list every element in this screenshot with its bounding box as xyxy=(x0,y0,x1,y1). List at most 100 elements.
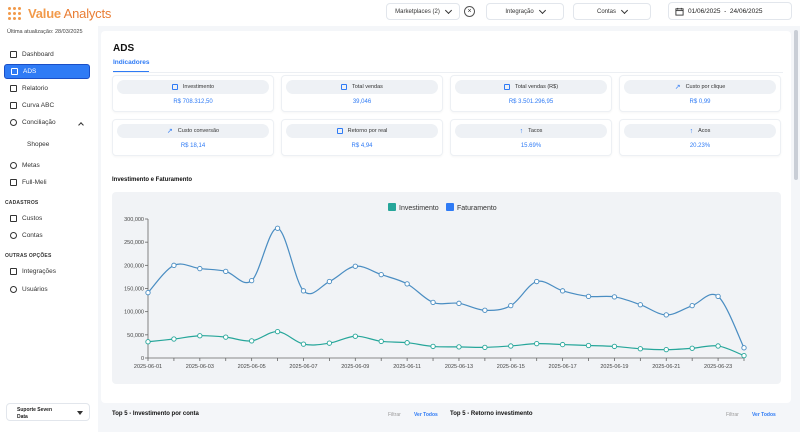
sidebar-item-label: Custos xyxy=(22,215,43,222)
data-point xyxy=(223,268,229,275)
data-point xyxy=(559,341,566,348)
sidebar-item-full-meli[interactable]: Full-Meli xyxy=(4,175,90,190)
data-point xyxy=(171,262,177,268)
users-icon xyxy=(10,232,17,239)
sidebar-item-label: Metas xyxy=(22,162,40,169)
report-icon xyxy=(10,85,17,92)
data-point xyxy=(534,340,540,347)
clear-filter-button[interactable]: × xyxy=(464,6,475,17)
sidebar-item-label: Full-Meli xyxy=(22,179,47,186)
metric-custo-por-clique: ↗ Custo por clique R$ 0,99 xyxy=(619,75,781,112)
sidebar-item-contas[interactable]: Contas xyxy=(4,228,90,243)
metric-total-vendas-rs: Total vendas (R$) R$ 3.501.296,95 xyxy=(450,75,612,112)
sidebar-item-curva-abc[interactable]: Curva ABC xyxy=(4,98,90,113)
data-point xyxy=(300,341,307,347)
logo-text: Value Analycts xyxy=(28,6,112,21)
data-point xyxy=(378,338,384,344)
metric-value: R$ 18,14 xyxy=(180,143,206,149)
data-point xyxy=(611,294,618,300)
contas-filter[interactable]: Contas xyxy=(573,3,651,20)
data-point xyxy=(559,288,566,294)
sidebar-item-relatorio[interactable]: Relatorio xyxy=(4,81,90,96)
x-tick-label: 2025-06-15 xyxy=(497,364,525,370)
date-range-picker[interactable]: 01/06/2025 - 24/06/2025 xyxy=(668,2,792,20)
data-point xyxy=(274,225,281,231)
data-point xyxy=(326,340,333,346)
sidebar-item-integracoes[interactable]: Integrações xyxy=(4,264,90,279)
arrow-up-icon: ↑ xyxy=(519,127,524,135)
data-point xyxy=(249,338,255,344)
metric-value: 15.69% xyxy=(520,143,542,149)
bag-icon xyxy=(341,84,348,90)
sidebar-item-custos[interactable]: Custos xyxy=(4,211,90,226)
data-point xyxy=(585,293,592,300)
sidebar-item-dashboard[interactable]: Dashboard xyxy=(4,47,90,62)
sidebar-item-label: Contas xyxy=(22,232,43,239)
x-tick-label: 2025-06-09 xyxy=(341,364,369,370)
data-point xyxy=(378,271,384,278)
y-tick-label: 300,000 xyxy=(124,217,144,223)
x-tick-label: 2025-06-03 xyxy=(186,364,214,370)
support-selector[interactable]: Suporte Seven Data xyxy=(6,403,90,421)
section-outras-opcoes: OUTRAS OPÇÕES xyxy=(5,253,52,259)
metric-custo-conversao: ↗ Custo conversão R$ 18,14 xyxy=(112,119,274,156)
support-line-2: Data xyxy=(17,414,28,420)
see-all-link[interactable]: Ver Todos xyxy=(752,412,776,418)
y-tick-label: 150,000 xyxy=(124,287,144,293)
sidebar-item-usuarios[interactable]: Usuários xyxy=(4,282,90,297)
metric-investimento: Investimento R$ 708.312,50 xyxy=(112,75,274,112)
data-point xyxy=(197,265,203,272)
main-content: ADS Indicadores Investimento R$ 708.312,… xyxy=(98,26,800,432)
x-tick-label: 2025-06-05 xyxy=(238,364,266,370)
see-all-link[interactable]: Ver Todos xyxy=(414,412,438,418)
data-point xyxy=(274,328,281,335)
top-bar: Value Analycts Marketplaces (2) × Integr… xyxy=(0,0,800,26)
sidebar-item-label: Dashboard xyxy=(22,51,54,58)
app-logo[interactable]: Value Analycts xyxy=(8,6,111,21)
filter-link[interactable]: Filtrar xyxy=(726,412,739,418)
sidebar-item-ads[interactable]: ADS xyxy=(4,64,90,79)
reconcile-icon xyxy=(10,119,17,126)
top5-investimento-title: Top 5 - Investimento por conta xyxy=(112,411,199,417)
sidebar-item-label: ADS xyxy=(23,68,37,75)
logo-icon xyxy=(8,6,24,21)
integracao-filter[interactable]: Integração xyxy=(486,3,564,20)
data-point xyxy=(741,345,747,351)
calendar-icon xyxy=(675,7,684,16)
section-cadastros: CADASTROS xyxy=(5,200,39,206)
data-point xyxy=(430,343,436,350)
y-tick-label: 0 xyxy=(141,356,144,362)
data-point xyxy=(145,290,151,296)
data-point xyxy=(637,302,643,308)
metric-value: R$ 4,94 xyxy=(351,143,373,149)
data-point xyxy=(663,347,669,353)
contas-filter-label: Contas xyxy=(596,8,616,15)
line-chart: 0 50,000 100,000 150,000 200,000 250,000 300,0… xyxy=(124,203,747,370)
sidebar-subitem-shopee[interactable]: Shopee xyxy=(27,141,50,148)
data-point xyxy=(223,334,229,340)
marketplaces-filter[interactable]: Marketplaces (2) xyxy=(386,3,460,20)
trend-icon: ↗ xyxy=(674,84,681,91)
metric-retorno-por-real: Retorno por real R$ 4,94 xyxy=(281,119,443,156)
integracao-filter-label: Integração xyxy=(505,8,534,15)
metric-label: Custo por clique xyxy=(685,84,726,90)
metric-total-vendas: Total vendas 39,046 xyxy=(281,75,443,112)
tab-indicadores[interactable]: Indicadores xyxy=(113,59,150,72)
sidebar-item-conciliacao[interactable]: Conciliação xyxy=(4,115,90,130)
users-icon xyxy=(10,286,17,293)
x-tick-label: 2025-06-23 xyxy=(704,364,732,370)
last-updated-text: Última atualização: 28/03/2025 xyxy=(7,29,83,35)
data-point xyxy=(534,278,540,285)
sidebar-item-label: Conciliação xyxy=(22,119,56,126)
scrollbar[interactable] xyxy=(794,30,798,180)
arrow-up-icon: ↑ xyxy=(689,127,694,135)
data-point xyxy=(430,299,436,306)
target-icon xyxy=(10,162,17,169)
list-icon xyxy=(10,215,17,222)
sidebar-item-metas[interactable]: Metas xyxy=(4,158,90,173)
filter-link[interactable]: Filtrar xyxy=(388,412,401,418)
data-point xyxy=(326,278,333,285)
legend-swatch xyxy=(388,203,396,211)
top5-retorno-title: Top 5 - Retorno investimento xyxy=(450,411,533,417)
sidebar-item-label: Usuários xyxy=(22,286,48,293)
